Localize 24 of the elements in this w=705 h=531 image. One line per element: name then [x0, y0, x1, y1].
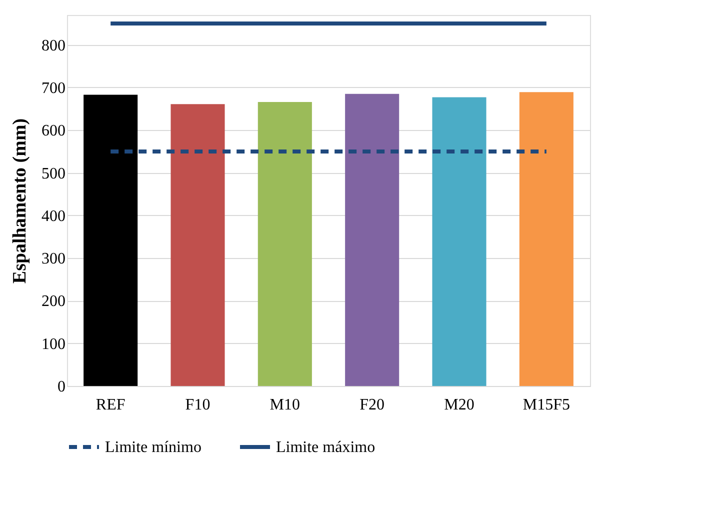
x-tick-label: F10	[185, 396, 210, 414]
y-tick-label: 600	[42, 122, 66, 140]
legend-label: Limite máximo	[276, 439, 376, 456]
y-tick-label: 200	[42, 293, 66, 310]
bar	[170, 104, 225, 386]
y-tick-label: 400	[42, 208, 66, 225]
y-tick-label: 800	[42, 37, 66, 54]
y-tick-label: 300	[42, 250, 66, 268]
y-tick-label: 100	[42, 336, 66, 353]
x-tick-label: F20	[360, 396, 385, 414]
y-axis-title: Espalhamento (mm)	[10, 118, 30, 284]
x-tick-label: REF	[96, 396, 126, 414]
bar	[84, 94, 138, 386]
bar	[432, 97, 486, 386]
x-tick-label: M15F5	[522, 396, 570, 414]
legend-label: Limite mínimo	[105, 439, 202, 456]
x-tick-label: M20	[444, 396, 474, 414]
y-tick-label: 0	[58, 378, 66, 396]
bar	[519, 92, 574, 386]
bar	[345, 94, 400, 386]
x-tick-label: M10	[270, 396, 300, 414]
y-tick-label: 500	[42, 165, 66, 182]
y-tick-label: 700	[42, 80, 66, 97]
bar	[258, 102, 312, 386]
